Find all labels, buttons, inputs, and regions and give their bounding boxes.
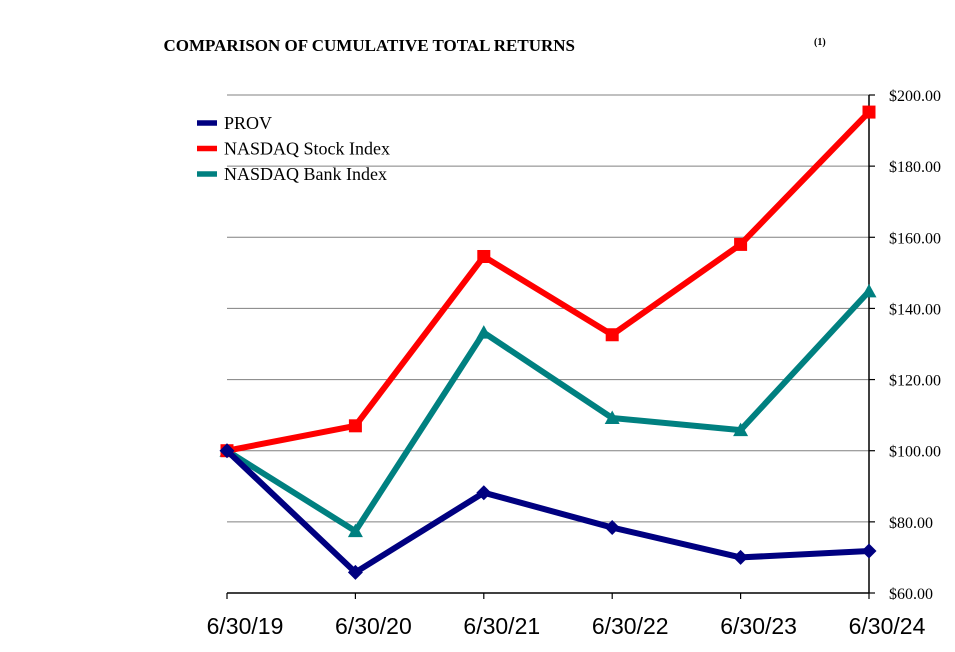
data-point-diamond bbox=[219, 443, 235, 459]
data-point-square bbox=[862, 105, 876, 119]
legend-label: PROV bbox=[224, 113, 272, 133]
data-point-square bbox=[734, 237, 748, 251]
x-tick-label: 6/30/24 bbox=[849, 613, 926, 639]
data-point-diamond bbox=[733, 549, 749, 565]
y-tick-label: $60.00 bbox=[889, 586, 933, 603]
x-tick-label: 6/30/19 bbox=[207, 613, 284, 639]
legend: PROV NASDAQ Stock Index NASDAQ Bank Index bbox=[197, 113, 390, 184]
chart-title-footnote: (1) bbox=[814, 37, 826, 48]
legend-label: NASDAQ Bank Index bbox=[224, 164, 387, 184]
data-point-diamond bbox=[604, 520, 620, 536]
x-tick-label: 6/30/23 bbox=[720, 613, 797, 639]
y-tick-label: $120.00 bbox=[889, 373, 941, 390]
data-point-square bbox=[605, 328, 619, 342]
data-point-square bbox=[477, 249, 491, 263]
data-point-triangle bbox=[347, 523, 363, 538]
series-line bbox=[226, 109, 872, 454]
gridlines bbox=[227, 94, 869, 523]
y-tick-label: $160.00 bbox=[889, 230, 941, 247]
data-point-diamond bbox=[861, 543, 877, 559]
series-line bbox=[225, 289, 872, 535]
y-tick-label: $100.00 bbox=[889, 444, 941, 461]
data-point-triangle bbox=[604, 410, 620, 424]
series-prov bbox=[219, 443, 877, 580]
series-nasdaq-stock-index bbox=[220, 105, 876, 458]
axes: $60.00 $80.00 $100.00 $120.00 $140.00 $160.00… bbox=[207, 88, 941, 639]
y-tick-label: $180.00 bbox=[889, 159, 941, 176]
data-point-diamond bbox=[347, 564, 363, 580]
series-nasdaq-bank-index bbox=[219, 283, 877, 538]
data-point-triangle bbox=[861, 283, 877, 298]
x-tick-label: 6/30/20 bbox=[335, 613, 412, 639]
data-point-square bbox=[348, 419, 362, 433]
y-tick-label: $80.00 bbox=[889, 515, 933, 532]
x-tick-label: 6/30/21 bbox=[463, 613, 540, 639]
legend-label: NASDAQ Stock Index bbox=[224, 139, 390, 159]
y-tick-label: $200.00 bbox=[889, 88, 941, 105]
data-point-diamond bbox=[476, 485, 492, 501]
series-lines bbox=[219, 105, 877, 580]
data-point-triangle bbox=[733, 422, 749, 437]
chart-title: COMPARISON OF CUMULATIVE TOTAL RETURNS bbox=[163, 36, 575, 55]
series-line bbox=[224, 448, 870, 576]
data-point-triangle bbox=[476, 325, 492, 339]
x-tick-label: 6/30/22 bbox=[592, 613, 669, 639]
y-tick-label: $140.00 bbox=[889, 301, 941, 318]
